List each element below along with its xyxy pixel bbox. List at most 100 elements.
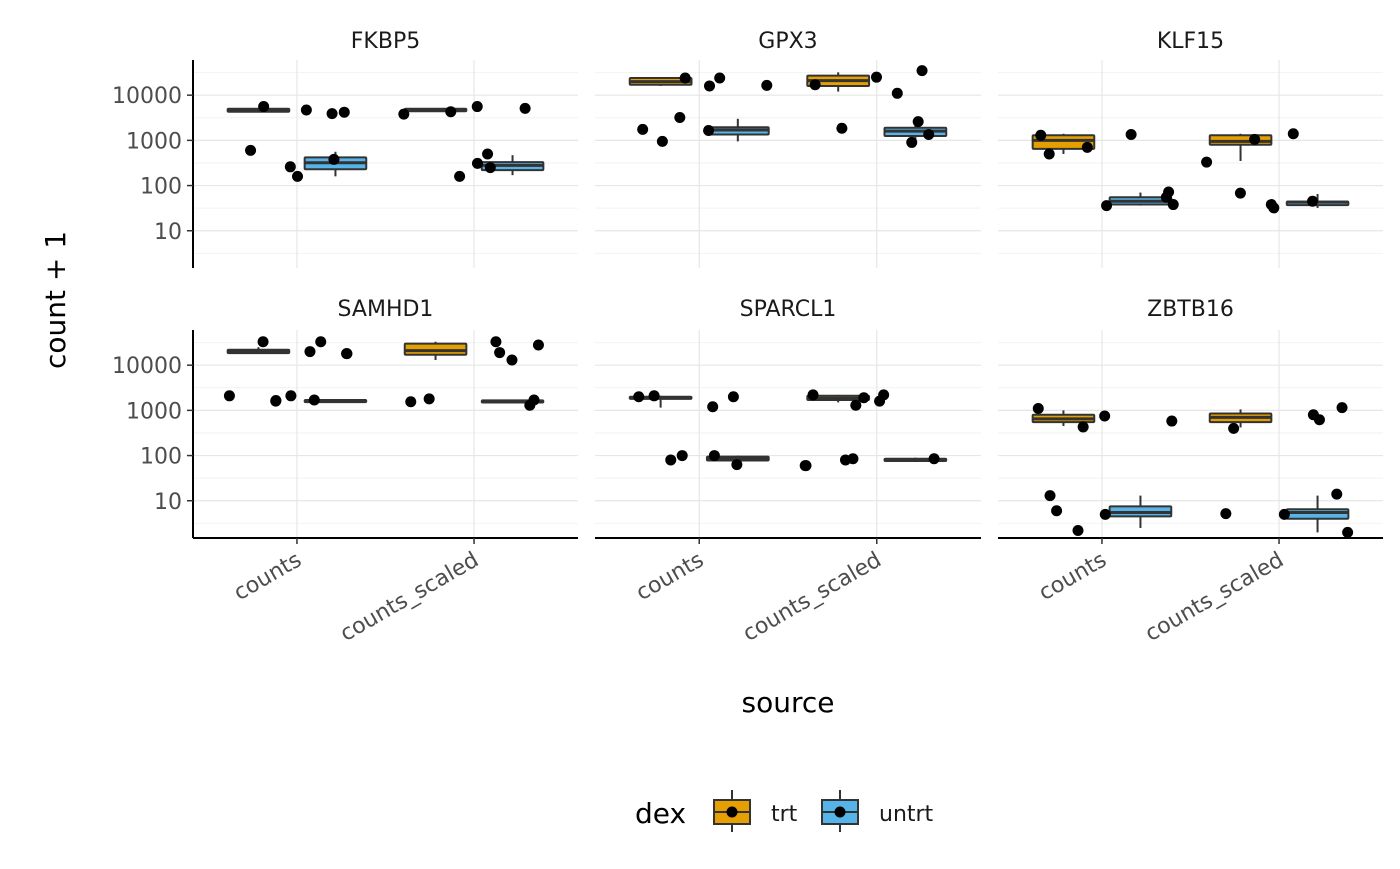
data-point xyxy=(1081,141,1093,153)
data-point xyxy=(912,116,924,128)
data-point xyxy=(1099,508,1111,520)
data-point xyxy=(1077,421,1089,433)
data-point xyxy=(656,135,668,147)
data-point xyxy=(1167,199,1179,211)
data-point xyxy=(800,460,812,472)
data-point xyxy=(494,347,506,359)
data-point xyxy=(308,394,320,406)
x-tick-label: counts xyxy=(1035,548,1111,606)
facet-strip-title: FKBP5 xyxy=(351,29,420,54)
data-point xyxy=(906,136,918,148)
data-point xyxy=(870,71,882,83)
data-point xyxy=(1163,186,1175,198)
y-tick-label: 10000 xyxy=(112,84,182,109)
y-tick-label: 100 xyxy=(140,445,182,470)
facet-strip-title: ZBTB16 xyxy=(1147,297,1234,322)
data-point xyxy=(704,80,716,92)
data-point xyxy=(1228,422,1240,434)
facet-strip-title: SPARCL1 xyxy=(740,297,837,322)
data-point xyxy=(1099,410,1111,422)
y-tick-label: 10 xyxy=(154,490,182,515)
data-point xyxy=(761,79,773,91)
data-point xyxy=(679,72,691,84)
data-point xyxy=(300,104,312,116)
data-point xyxy=(1043,148,1055,160)
data-point xyxy=(1342,526,1354,538)
data-point xyxy=(285,390,297,402)
data-point xyxy=(648,390,660,402)
data-point xyxy=(874,395,886,407)
legend-key-point xyxy=(726,806,738,818)
data-point xyxy=(665,454,677,466)
data-point xyxy=(1032,402,1044,414)
facet-strip-title: SAMHD1 xyxy=(338,297,434,322)
data-point xyxy=(1051,505,1063,517)
data-point xyxy=(471,101,483,113)
data-point xyxy=(731,459,743,471)
data-point xyxy=(506,354,518,366)
data-point xyxy=(1307,409,1319,421)
y-tick-label: 10 xyxy=(154,220,182,245)
legend-key-point xyxy=(834,806,846,818)
y-tick-label: 100 xyxy=(140,175,182,200)
data-point xyxy=(1201,156,1213,168)
data-point xyxy=(1035,129,1047,141)
data-point xyxy=(445,106,457,118)
data-point xyxy=(291,170,303,182)
data-point xyxy=(1072,524,1084,536)
x-tick-label: counts xyxy=(230,548,306,606)
data-point xyxy=(1044,490,1056,502)
data-point xyxy=(284,161,296,173)
data-point xyxy=(1287,128,1299,140)
x-tick-label: counts xyxy=(632,548,708,606)
y-tick-label: 1000 xyxy=(126,399,182,424)
data-point xyxy=(257,336,269,348)
data-point xyxy=(1331,488,1343,500)
data-point xyxy=(1220,508,1232,520)
data-point xyxy=(223,390,235,402)
data-point xyxy=(270,395,282,407)
data-point xyxy=(847,453,859,465)
data-point xyxy=(482,148,494,160)
data-point xyxy=(809,79,821,91)
data-point xyxy=(1278,508,1290,520)
data-point xyxy=(1268,202,1280,214)
x-tick-label: counts_scaled xyxy=(1141,548,1288,647)
data-point xyxy=(245,144,257,156)
data-point xyxy=(1166,415,1178,427)
data-point xyxy=(714,72,726,84)
data-point xyxy=(304,346,316,358)
data-point xyxy=(1125,128,1137,140)
data-point xyxy=(532,339,544,351)
data-point xyxy=(637,123,649,135)
data-point xyxy=(405,396,417,408)
data-point xyxy=(850,399,862,411)
legend-title: dex xyxy=(635,797,686,830)
data-point xyxy=(1101,200,1113,212)
data-point xyxy=(703,125,715,137)
data-point xyxy=(338,106,350,118)
data-point xyxy=(454,170,466,182)
data-point xyxy=(928,453,940,465)
y-axis-title: count + 1 xyxy=(39,231,72,369)
data-point xyxy=(1336,402,1348,414)
data-point xyxy=(519,102,531,114)
data-point xyxy=(1234,187,1246,199)
y-tick-label: 1000 xyxy=(126,129,182,154)
legend-label-untrt: untrt xyxy=(879,802,934,827)
data-point xyxy=(708,450,720,462)
data-point xyxy=(341,348,353,360)
x-tick-label: counts_scaled xyxy=(336,548,483,647)
data-point xyxy=(633,391,645,403)
data-point xyxy=(727,391,739,403)
facet-strip-title: GPX3 xyxy=(758,29,817,54)
data-point xyxy=(1249,133,1261,145)
data-point xyxy=(398,108,410,120)
x-tick-label: counts_scaled xyxy=(739,548,886,647)
data-point xyxy=(490,336,502,348)
data-point xyxy=(807,389,819,401)
data-point xyxy=(484,162,496,174)
data-point xyxy=(471,157,483,169)
data-point xyxy=(315,336,327,348)
